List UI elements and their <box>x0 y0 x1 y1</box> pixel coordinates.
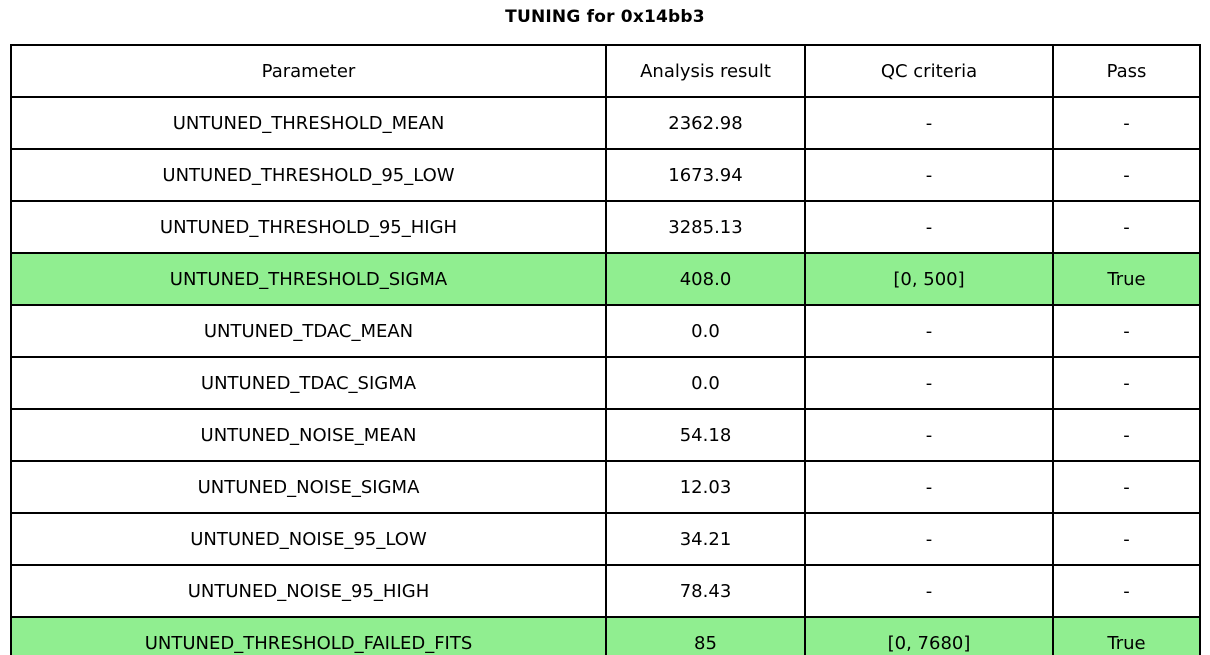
table-row: UNTUNED_THRESHOLD_SIGMA 408.0 [0, 500] T… <box>10 252 1201 306</box>
cell-parameter: UNTUNED_THRESHOLD_FAILED_FITS <box>10 616 607 655</box>
cell-parameter: UNTUNED_NOISE_MEAN <box>10 408 607 462</box>
col-header-analysis-result: Analysis result <box>605 44 806 98</box>
cell-pass: - <box>1052 304 1201 358</box>
cell-qc-criteria: - <box>804 96 1054 150</box>
cell-qc-criteria: - <box>804 356 1054 410</box>
table-row: UNTUNED_TDAC_SIGMA 0.0 - - <box>10 356 1201 410</box>
cell-qc-criteria: [0, 7680] <box>804 616 1054 655</box>
cell-qc-criteria: - <box>804 408 1054 462</box>
header-row: Parameter Analysis result QC criteria Pa… <box>10 44 1201 98</box>
cell-parameter: UNTUNED_TDAC_MEAN <box>10 304 607 358</box>
cell-analysis-result: 408.0 <box>605 252 806 306</box>
cell-pass: - <box>1052 564 1201 618</box>
cell-pass: True <box>1052 252 1201 306</box>
cell-pass: - <box>1052 96 1201 150</box>
cell-qc-criteria: - <box>804 512 1054 566</box>
cell-analysis-result: 0.0 <box>605 304 806 358</box>
cell-parameter: UNTUNED_THRESHOLD_95_HIGH <box>10 200 607 254</box>
cell-pass: - <box>1052 148 1201 202</box>
cell-pass: - <box>1052 408 1201 462</box>
table-row: UNTUNED_NOISE_MEAN 54.18 - - <box>10 408 1201 462</box>
table-row: UNTUNED_TDAC_MEAN 0.0 - - <box>10 304 1201 358</box>
table-row: UNTUNED_NOISE_95_HIGH 78.43 - - <box>10 564 1201 618</box>
cell-analysis-result: 12.03 <box>605 460 806 514</box>
cell-pass: - <box>1052 356 1201 410</box>
cell-pass: - <box>1052 460 1201 514</box>
cell-analysis-result: 34.21 <box>605 512 806 566</box>
table-row: UNTUNED_NOISE_95_LOW 34.21 - - <box>10 512 1201 566</box>
cell-parameter: UNTUNED_THRESHOLD_MEAN <box>10 96 607 150</box>
cell-analysis-result: 2362.98 <box>605 96 806 150</box>
cell-qc-criteria: - <box>804 460 1054 514</box>
cell-analysis-result: 1673.94 <box>605 148 806 202</box>
cell-qc-criteria: [0, 500] <box>804 252 1054 306</box>
table-row: UNTUNED_THRESHOLD_95_LOW 1673.94 - - <box>10 148 1201 202</box>
table-row: UNTUNED_THRESHOLD_MEAN 2362.98 - - <box>10 96 1201 150</box>
col-header-pass: Pass <box>1052 44 1201 98</box>
table-row: UNTUNED_THRESHOLD_95_HIGH 3285.13 - - <box>10 200 1201 254</box>
cell-pass: True <box>1052 616 1201 655</box>
cell-parameter: UNTUNED_THRESHOLD_95_LOW <box>10 148 607 202</box>
cell-analysis-result: 0.0 <box>605 356 806 410</box>
cell-parameter: UNTUNED_TDAC_SIGMA <box>10 356 607 410</box>
table-body: UNTUNED_THRESHOLD_MEAN 2362.98 - - UNTUN… <box>10 96 1201 655</box>
cell-qc-criteria: - <box>804 304 1054 358</box>
cell-parameter: UNTUNED_NOISE_SIGMA <box>10 460 607 514</box>
cell-pass: - <box>1052 512 1201 566</box>
cell-parameter: UNTUNED_THRESHOLD_SIGMA <box>10 252 607 306</box>
col-header-parameter: Parameter <box>10 44 607 98</box>
cell-analysis-result: 3285.13 <box>605 200 806 254</box>
table-row: UNTUNED_NOISE_SIGMA 12.03 - - <box>10 460 1201 514</box>
cell-analysis-result: 85 <box>605 616 806 655</box>
col-header-qc-criteria: QC criteria <box>804 44 1054 98</box>
qc-results-table: Parameter Analysis result QC criteria Pa… <box>10 44 1201 655</box>
cell-parameter: UNTUNED_NOISE_95_HIGH <box>10 564 607 618</box>
cell-parameter: UNTUNED_NOISE_95_LOW <box>10 512 607 566</box>
cell-analysis-result: 78.43 <box>605 564 806 618</box>
cell-qc-criteria: - <box>804 200 1054 254</box>
cell-qc-criteria: - <box>804 148 1054 202</box>
cell-qc-criteria: - <box>804 564 1054 618</box>
cell-analysis-result: 54.18 <box>605 408 806 462</box>
table-row: UNTUNED_THRESHOLD_FAILED_FITS 85 [0, 768… <box>10 616 1201 655</box>
page-title: TUNING for 0x14bb3 <box>505 7 705 27</box>
cell-pass: - <box>1052 200 1201 254</box>
